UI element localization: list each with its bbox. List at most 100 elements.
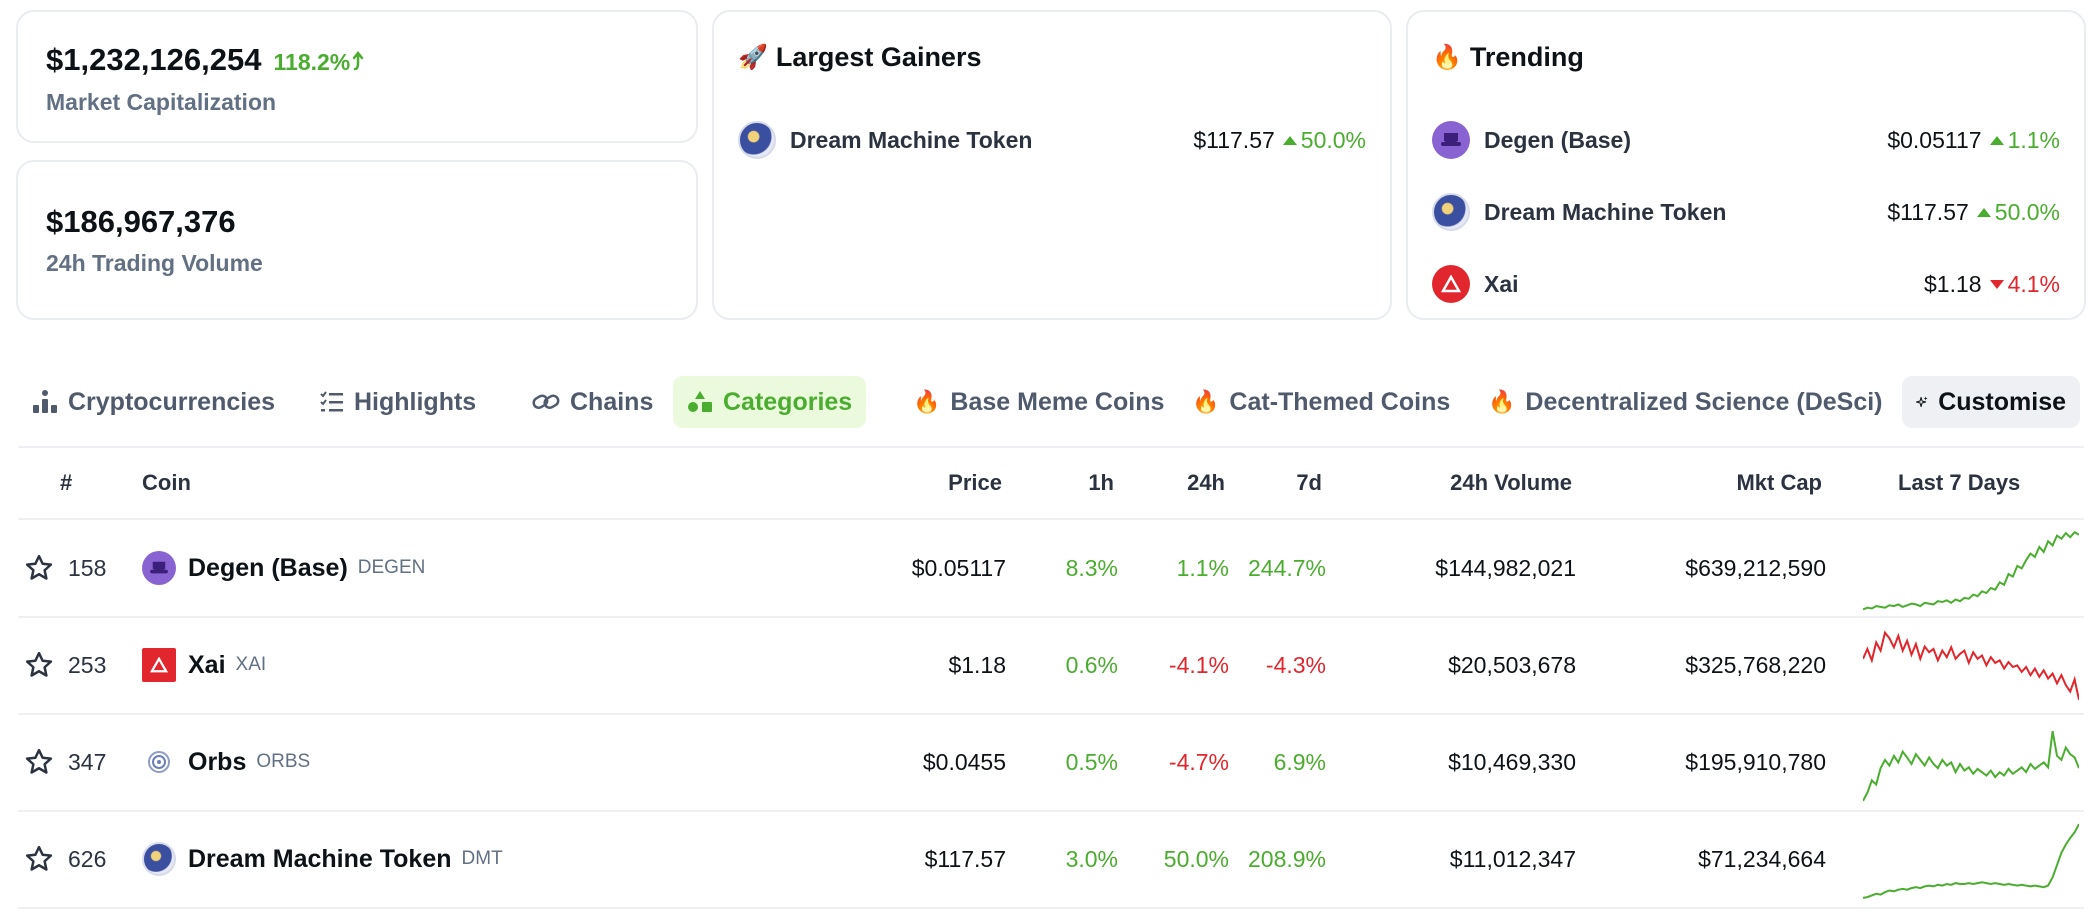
header-24h-volume[interactable]: 24h Volume xyxy=(1450,470,1572,495)
star-icon[interactable] xyxy=(24,553,54,583)
table-row[interactable]: 347 Orbs ORBS $0.0455 0.5% -4.7% 6.9% $1… xyxy=(18,715,2084,812)
market-cap-value: $1,232,126,254 xyxy=(46,42,262,77)
coin-link[interactable]: Dream Machine Token DMT xyxy=(142,842,503,876)
sparkline-chart[interactable] xyxy=(1863,818,2079,904)
coin-logo xyxy=(142,648,176,682)
fire-icon: 🔥 xyxy=(913,389,941,414)
tab-highlights[interactable]: Highlights xyxy=(306,376,490,428)
sparkline-chart[interactable] xyxy=(1863,721,2079,807)
coin-change-24h: -4.7% xyxy=(1168,749,1229,775)
tab-categories[interactable]: Categories xyxy=(673,376,867,428)
market-cap-value-row: $1,232,126,254 118.2% xyxy=(46,42,368,78)
coin-logo xyxy=(142,842,176,876)
customise-button[interactable]: Customise xyxy=(1902,376,2080,428)
header-coin[interactable]: Coin xyxy=(142,470,191,495)
coin-price: $1.18 xyxy=(948,652,1006,678)
coin-change-24h: -4.1% xyxy=(1168,652,1229,678)
trending-change: 1.1% xyxy=(1989,127,2060,154)
coin-market-cap: $195,910,780 xyxy=(1685,749,1826,775)
rocket-icon: 🚀 xyxy=(738,44,768,71)
coin-change-1h: 0.6% xyxy=(1065,652,1118,678)
largest-gainers-title[interactable]: 🚀 Largest Gainers xyxy=(738,42,982,72)
trending-name: Xai xyxy=(1484,270,1519,297)
gainer-price: $117.57 xyxy=(1193,126,1275,153)
sparkline-chart[interactable] xyxy=(1863,624,2079,710)
gainer-row[interactable]: Dream Machine Token $117.57 50.0% xyxy=(738,120,1366,160)
coin-change-24h: 1.1% xyxy=(1176,555,1229,581)
coin-market-cap: $639,212,590 xyxy=(1685,555,1826,581)
coin-price: $0.05117 xyxy=(911,555,1006,581)
trending-card[interactable]: 🔥 Trending Degen (Base) $0.05117 1.1% Dr… xyxy=(1406,10,2086,320)
coin-rank: 158 xyxy=(68,555,107,581)
caret-up-icon xyxy=(1989,135,2004,145)
fire-icon: 🔥 xyxy=(1488,389,1516,414)
header-1h[interactable]: 1h xyxy=(1088,470,1114,495)
coin-rank: 253 xyxy=(68,652,107,678)
header-mkt-cap[interactable]: Mkt Cap xyxy=(1736,470,1822,495)
market-cap-label: Market Capitalization xyxy=(46,89,277,115)
coin-link[interactable]: Degen (Base) DEGEN xyxy=(142,551,425,585)
trending-price: $1.18 xyxy=(1924,270,1982,297)
header-price[interactable]: Price xyxy=(948,470,1002,495)
largest-gainers-card[interactable]: 🚀 Largest Gainers Dream Machine Token $1… xyxy=(712,10,1392,320)
tab-base-meme-coins[interactable]: 🔥 Base Meme Coins xyxy=(913,387,1165,416)
star-icon[interactable] xyxy=(24,747,54,777)
coin-change-24h: 50.0% xyxy=(1163,846,1229,872)
tab-chains[interactable]: Chains xyxy=(518,376,667,428)
coin-symbol: ORBS xyxy=(256,751,311,772)
table-header: # Coin Price 1h 24h 7d 24h Volume Mkt Ca… xyxy=(18,448,2084,520)
star-icon[interactable] xyxy=(24,844,54,874)
gainer-change: 50.0% xyxy=(1282,127,1366,154)
header-24h[interactable]: 24h xyxy=(1187,470,1225,495)
fire-icon: 🔥 xyxy=(1432,44,1462,71)
header-7d[interactable]: 7d xyxy=(1296,470,1322,495)
header-rank[interactable]: # xyxy=(60,470,73,495)
market-cap-change: 118.2% xyxy=(274,49,369,75)
tab-decentralized-science[interactable]: 🔥 Decentralized Science (DeSci) xyxy=(1488,387,1883,416)
star-icon[interactable] xyxy=(24,650,54,680)
caret-up-icon xyxy=(1976,207,1991,217)
coin-logo xyxy=(142,745,176,779)
dream-machine-token-logo xyxy=(1432,193,1470,231)
coin-name: Xai xyxy=(188,650,226,679)
coin-volume-24h: $20,503,678 xyxy=(1448,652,1576,678)
trending-name: Degen (Base) xyxy=(1484,126,1631,153)
category-tabs: Cryptocurrencies Highlights Chains Categ… xyxy=(18,370,2084,448)
coin-symbol: DMT xyxy=(461,848,503,869)
trending-row-degen[interactable]: Degen (Base) $0.05117 1.1% xyxy=(1432,120,2060,160)
table-row[interactable]: 158 Degen (Base) DEGEN $0.05117 8.3% 1.1… xyxy=(18,521,2084,618)
coin-link[interactable]: Orbs ORBS xyxy=(142,745,310,779)
table-row[interactable]: 626 Dream Machine Token DMT $117.57 3.0%… xyxy=(18,812,2084,909)
header-last-7-days: Last 7 Days xyxy=(1898,470,2021,495)
trend-up-icon xyxy=(353,50,364,71)
tab-cryptocurrencies[interactable]: Cryptocurrencies xyxy=(18,376,289,428)
tab-cat-themed-coins[interactable]: 🔥 Cat-Themed Coins xyxy=(1192,387,1451,416)
trending-change: 50.0% xyxy=(1976,199,2060,226)
trending-title[interactable]: 🔥 Trending xyxy=(1432,42,1584,72)
bar-chart-icon xyxy=(33,390,57,413)
caret-down-icon xyxy=(1989,279,2004,289)
degen-logo xyxy=(1432,121,1470,159)
trending-row-dmt[interactable]: Dream Machine Token $117.57 50.0% xyxy=(1432,192,2060,232)
fire-icon: 🔥 xyxy=(1192,389,1220,414)
dream-machine-token-logo xyxy=(738,121,776,159)
coin-symbol: DEGEN xyxy=(357,557,426,578)
coin-link[interactable]: Xai XAI xyxy=(142,648,266,682)
coin-change-7d: -4.3% xyxy=(1265,652,1326,678)
trading-volume-value: $186,967,376 xyxy=(46,204,236,239)
caret-up-icon xyxy=(1282,135,1297,145)
trending-price: $0.05117 xyxy=(1887,126,1982,153)
coin-change-1h: 8.3% xyxy=(1065,555,1118,581)
trending-row-xai[interactable]: Xai $1.18 4.1% xyxy=(1432,264,2060,304)
xai-logo xyxy=(1432,265,1470,303)
coin-rank: 347 xyxy=(68,749,107,775)
coin-market-cap: $71,234,664 xyxy=(1698,846,1826,872)
table-row[interactable]: 253 Xai XAI $1.18 0.6% -4.1% -4.3% $20,5… xyxy=(18,618,2084,715)
coin-market-cap: $325,768,220 xyxy=(1685,652,1826,678)
trending-price: $117.57 xyxy=(1887,198,1969,225)
coin-rank: 626 xyxy=(68,846,107,872)
sparkline-chart[interactable] xyxy=(1863,527,2079,613)
coin-volume-24h: $11,012,347 xyxy=(1449,846,1576,872)
sparkle-icon xyxy=(1916,396,1928,408)
coin-change-1h: 0.5% xyxy=(1065,749,1118,775)
